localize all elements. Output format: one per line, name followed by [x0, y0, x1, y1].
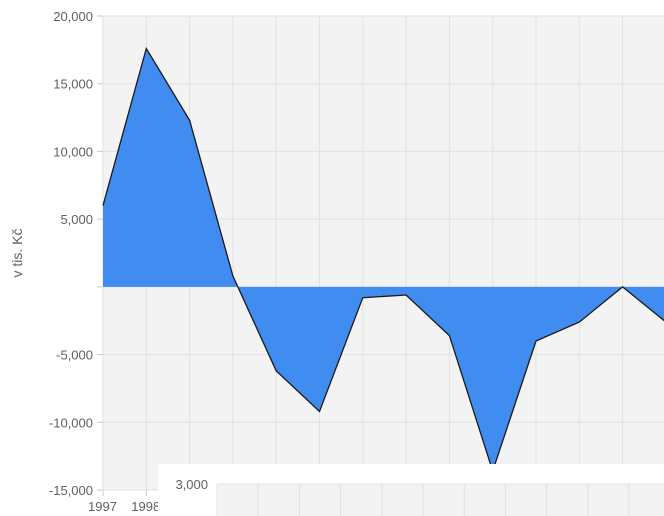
y-tick-label: -5,000	[56, 348, 93, 363]
x-axis: 1997 1998	[88, 490, 160, 514]
second-chart-panel: 3,000	[158, 464, 664, 516]
x-tick-label: 1998	[131, 499, 160, 514]
y-tick-label: 15,000	[53, 77, 93, 92]
second-chart-y-tick-label: 3,000	[175, 477, 208, 492]
y-tick-label: -10,000	[49, 415, 93, 430]
second-chart-grid-lines	[216, 483, 664, 516]
area-fill	[103, 48, 664, 472]
y-tick-label: 5,000	[60, 212, 93, 227]
y-tick-label: 20,000	[53, 9, 93, 24]
y-axis-title: v tis. Kč	[9, 228, 25, 277]
y-tick-label: -15,000	[49, 483, 93, 498]
x-tick-label: 1997	[88, 499, 117, 514]
y-tick-label: 10,000	[53, 144, 93, 159]
second-chart-plot-background	[217, 484, 664, 516]
y-axis: 20,000 15,000 10,000 5,000 -5,000 -10,000 -15,…	[49, 9, 103, 498]
second-chart: 3,000	[175, 477, 664, 516]
series-line	[102, 46, 664, 474]
series-area	[102, 46, 664, 474]
